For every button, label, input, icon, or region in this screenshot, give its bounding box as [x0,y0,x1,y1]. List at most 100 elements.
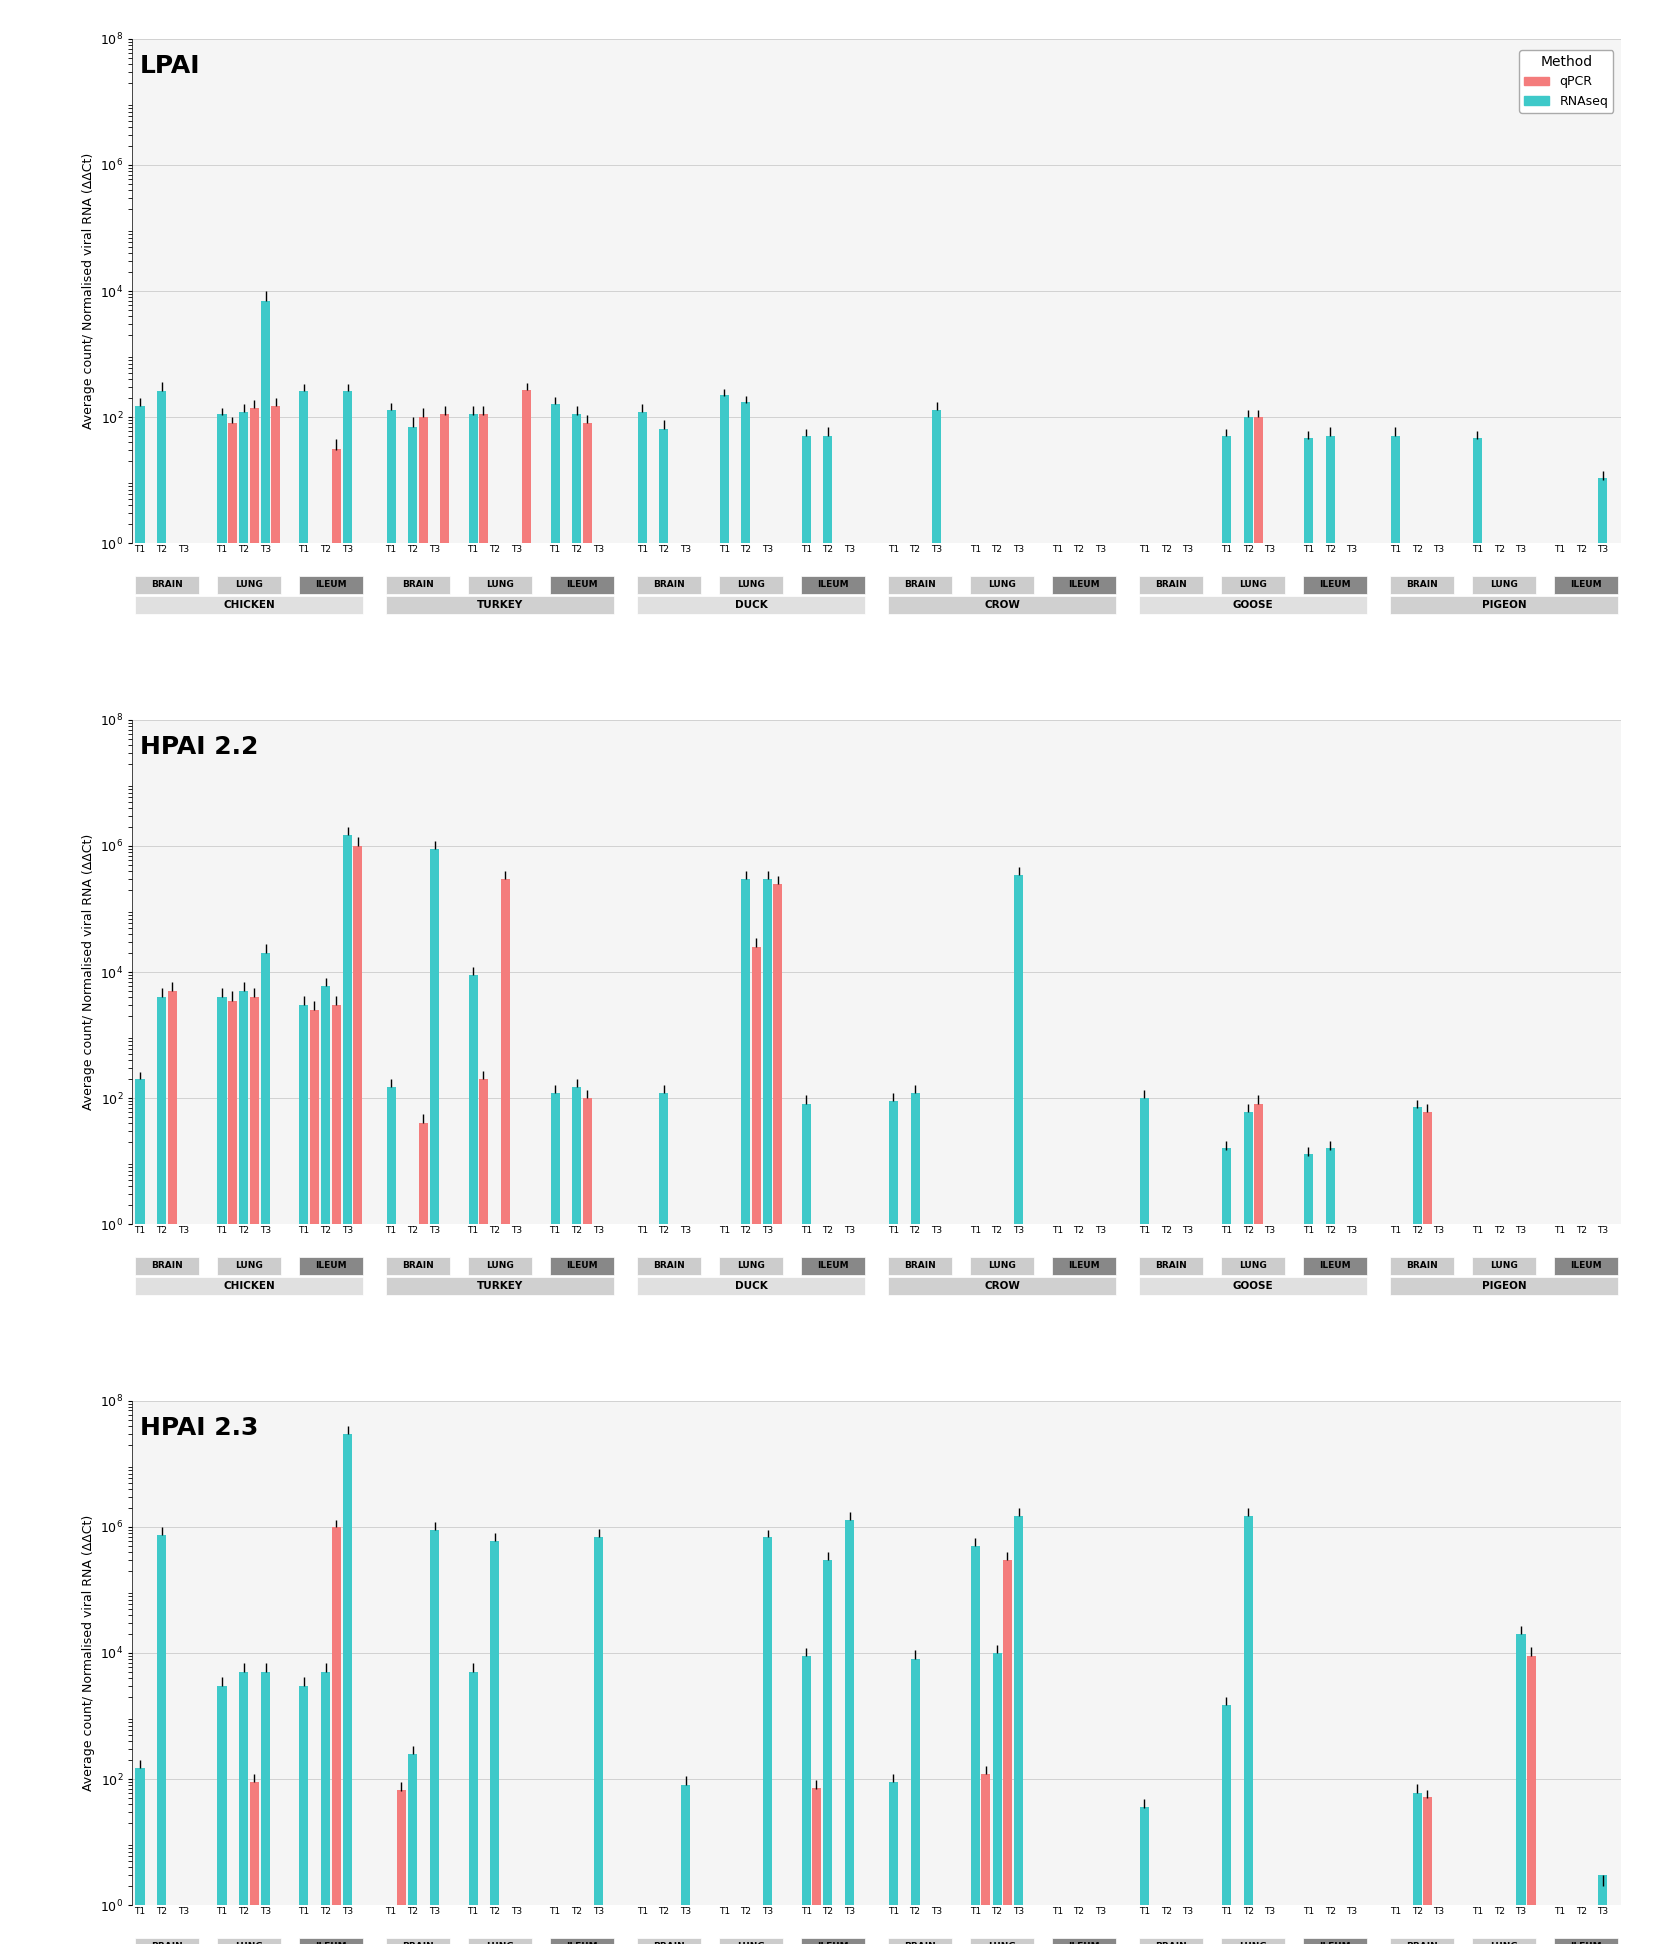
Bar [572,1087,581,1225]
Bar [933,410,941,542]
Bar [250,997,258,1225]
FancyBboxPatch shape [637,1277,865,1295]
FancyBboxPatch shape [1391,1258,1454,1275]
Bar [468,414,478,542]
Text: LUNG: LUNG [235,581,263,589]
Text: LUNG: LUNG [738,581,764,589]
Text: BRAIN: BRAIN [905,1262,936,1269]
Text: TURKEY: TURKEY [476,1281,523,1291]
FancyBboxPatch shape [1221,575,1285,593]
Bar [582,424,592,542]
FancyBboxPatch shape [299,1258,362,1275]
Text: LUNG: LUNG [1490,1262,1518,1269]
Text: ILEUM: ILEUM [1571,1262,1603,1269]
FancyBboxPatch shape [549,1258,614,1275]
Bar [1598,478,1608,542]
Bar [1244,416,1252,542]
Bar [167,991,177,1225]
Y-axis label: Average count/ Normalised viral RNA (ΔΔCt): Average count/ Normalised viral RNA (ΔΔC… [81,834,94,1110]
Bar [1002,1559,1012,1905]
FancyBboxPatch shape [888,1938,953,1944]
Bar [741,879,751,1225]
Text: LUNG: LUNG [486,1262,514,1269]
Text: LUNG: LUNG [738,1262,764,1269]
FancyBboxPatch shape [549,575,614,593]
FancyBboxPatch shape [888,1258,953,1275]
Text: LUNG: LUNG [1239,581,1267,589]
Text: BRAIN: BRAIN [402,581,433,589]
Bar [299,1005,309,1225]
Bar [342,391,352,542]
Text: CHICKEN: CHICKEN [223,601,275,610]
FancyBboxPatch shape [136,1258,198,1275]
Bar [1303,1155,1313,1225]
Text: ILEUM: ILEUM [1571,581,1603,589]
Bar [1254,416,1264,542]
FancyBboxPatch shape [468,575,533,593]
Bar [331,449,341,542]
Bar [911,1093,920,1225]
Bar [971,1545,979,1905]
Bar [774,885,782,1225]
Bar [1598,1876,1608,1905]
Bar [157,391,167,542]
Bar [888,1781,898,1905]
FancyBboxPatch shape [801,575,865,593]
Bar [397,1790,405,1905]
Text: ILEUM: ILEUM [566,581,597,589]
Bar [1517,1635,1525,1905]
Bar [551,404,559,542]
Text: ILEUM: ILEUM [1068,581,1100,589]
Bar [660,1093,668,1225]
Bar [440,414,450,542]
Bar [240,412,248,542]
Text: BRAIN: BRAIN [402,1262,433,1269]
FancyBboxPatch shape [1472,575,1537,593]
FancyBboxPatch shape [1140,1258,1204,1275]
Text: ILEUM: ILEUM [817,1262,849,1269]
Text: DUCK: DUCK [734,1281,767,1291]
Bar [157,1534,167,1905]
Bar [418,416,428,542]
FancyBboxPatch shape [1303,1258,1368,1275]
Bar [331,1526,341,1905]
Bar [992,1652,1002,1905]
FancyBboxPatch shape [1140,575,1204,593]
Legend: qPCR, RNAseq: qPCR, RNAseq [1520,51,1613,113]
Bar [888,1100,898,1225]
FancyBboxPatch shape [1391,597,1618,614]
FancyBboxPatch shape [136,1277,362,1295]
Bar [1014,1516,1024,1905]
Bar [1140,1098,1150,1225]
FancyBboxPatch shape [719,1938,782,1944]
FancyBboxPatch shape [1221,1938,1285,1944]
Bar [741,402,751,542]
FancyBboxPatch shape [385,1258,450,1275]
Bar [1325,1149,1335,1225]
FancyBboxPatch shape [1303,575,1368,593]
Bar [751,947,761,1225]
Text: GOOSE: GOOSE [1232,601,1274,610]
Bar [354,846,362,1225]
Bar [240,991,248,1225]
FancyBboxPatch shape [1472,1258,1537,1275]
Bar [523,391,531,542]
FancyBboxPatch shape [136,597,362,614]
Bar [217,414,227,542]
Bar [824,1559,832,1905]
Text: TURKEY: TURKEY [476,601,523,610]
FancyBboxPatch shape [637,1258,701,1275]
Text: BRAIN: BRAIN [905,581,936,589]
Text: BRAIN: BRAIN [1406,1262,1439,1269]
FancyBboxPatch shape [888,597,1116,614]
Bar [845,1520,853,1905]
Bar [250,408,258,542]
FancyBboxPatch shape [719,575,782,593]
FancyBboxPatch shape [468,1938,533,1944]
Bar [1422,1798,1432,1905]
Text: HPAI 2.3: HPAI 2.3 [139,1415,258,1441]
Bar [261,1672,270,1905]
Bar [136,1079,144,1225]
Bar [261,953,270,1225]
FancyBboxPatch shape [888,1277,1116,1295]
